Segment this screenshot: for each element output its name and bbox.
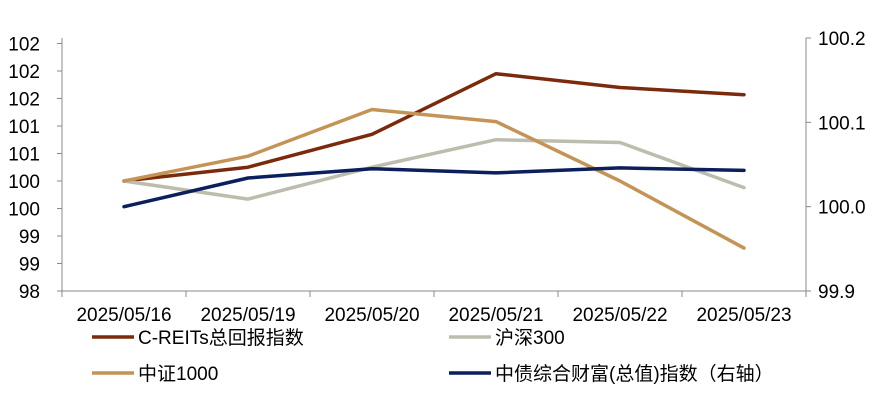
left-tick-label: 101 — [8, 145, 40, 166]
left-tick-label: 100 — [8, 172, 40, 193]
legend: C-REITs总回报指数 沪深300 中证1000 中债综合财富(总值)指数（右轴） — [92, 327, 774, 385]
legend-label-3: 中证1000 — [138, 363, 218, 385]
legend-label-2: 沪深300 — [495, 327, 565, 349]
left-tick-label: 101 — [8, 117, 40, 138]
x-tick-label: 2025/05/22 — [572, 305, 667, 326]
series-line-4 — [122, 166, 746, 209]
legend-label-4: 中债综合财富(总值)指数（右轴） — [495, 363, 774, 385]
series-line-2 — [122, 137, 746, 201]
x-axis: 2025/05/16 2025/05/19 2025/05/20 2025/05/21… — [61, 290, 807, 326]
x-tick-label: 2025/05/21 — [448, 305, 543, 326]
x-tick-label: 2025/05/19 — [200, 305, 295, 326]
left-tick-label: 102 — [8, 90, 40, 111]
right-axis: 99.9 100.0 100.1 100.2 — [805, 29, 866, 303]
right-tick-label: 100.0 — [818, 198, 866, 219]
series-line-3 — [122, 107, 746, 250]
x-tick-label: 2025/05/23 — [696, 305, 791, 326]
right-tick-label: 99.9 — [818, 282, 855, 303]
left-tick-label: 100 — [8, 200, 40, 221]
left-axis: 98 99 99 100 100 101 101 102 102 102 — [8, 35, 63, 303]
series-line-1 — [122, 71, 746, 183]
left-tick-label: 98 — [19, 282, 40, 303]
right-tick-label: 100.1 — [818, 113, 866, 134]
x-tick-label: 2025/05/20 — [324, 305, 419, 326]
x-tick-label: 2025/05/16 — [76, 305, 171, 326]
left-tick-label: 99 — [19, 255, 40, 276]
right-tick-label: 100.2 — [818, 29, 866, 50]
left-tick-label: 102 — [8, 62, 40, 83]
left-tick-label: 99 — [19, 227, 40, 248]
legend-label-1: C-REITs总回报指数 — [138, 327, 304, 349]
left-tick-label: 102 — [8, 35, 40, 56]
plot-series — [122, 71, 746, 250]
